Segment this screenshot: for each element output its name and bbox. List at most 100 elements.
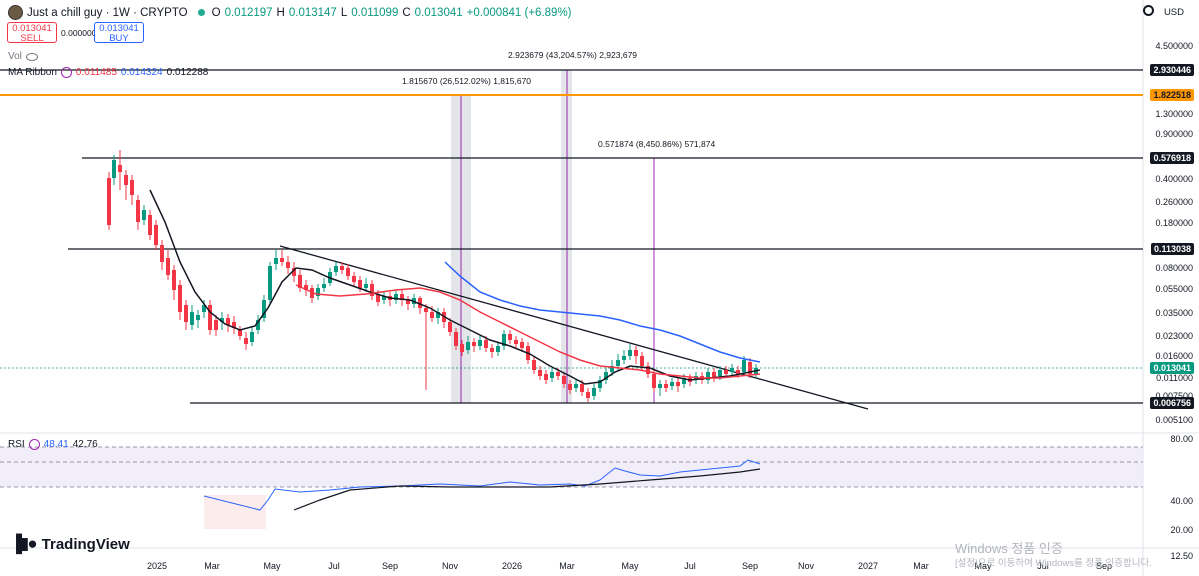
time-axis-label: Jul [328,561,340,571]
price-axis-tick: 0.035000 [1155,308,1193,318]
candle-body [496,346,500,352]
gear-icon[interactable] [1143,5,1154,16]
time-axis-label: Sep [381,561,399,571]
candle-body [238,330,242,336]
indicator-settings-icon[interactable] [60,67,72,78]
candle-body [478,340,482,346]
candle-body [292,268,296,276]
candle-body [214,320,218,330]
measure-label-1: 1.815670 (26,512.02%) 1,815,670 [402,76,532,86]
price-tag: 2.930446 [1150,64,1194,76]
price-axis-tick: 0.016000 [1155,351,1193,361]
volume-label: Vol [8,51,22,62]
time-axis-label: Jul [1037,561,1049,571]
candle-body [148,215,152,235]
candle-body [118,165,122,172]
time-axis-label: May [621,561,639,571]
price-tag: 0.113038 [1150,243,1194,255]
candle-body [646,366,650,374]
currency-label[interactable]: USD [1163,7,1184,18]
low-label: L [340,6,348,19]
candle-body [556,372,560,376]
time-axis-label: May [974,561,992,571]
time-axis-label: Mar [204,561,220,571]
candle-body [670,382,674,386]
price-tag: 1.822518 [1150,89,1194,101]
candle-body [160,245,164,262]
candle-body [562,376,566,384]
symbol-header: Just a chill guy · 1W · CRYPTO O 0.012197… [8,5,572,20]
candle-body [460,344,464,352]
measure-label-3: 0.571874 (8,450.86%) 571,874 [598,139,716,149]
candle-body [262,300,266,318]
candle-body [406,300,410,304]
buy-button[interactable]: 0.013041 BUY [94,22,144,44]
candle-body [340,266,344,270]
candle-body [107,178,111,225]
candle-body [184,305,188,322]
candle-body [448,322,452,332]
candle-body [520,342,524,348]
rsi-legend[interactable]: RSI 48.41 42.76 [8,439,98,450]
candle-body [466,342,470,350]
candle-body [226,318,230,325]
ma-ribbon-legend[interactable]: MA Ribbon 0.011485 0.014324 0.012288 [8,67,208,78]
candle-body [742,360,746,372]
price-axis-tick: 0.023000 [1155,331,1193,341]
candle-body [712,372,716,378]
sell-button[interactable]: 0.013041 SELL [7,22,57,44]
candle-body [352,276,356,282]
price-axis-tick: 0.005100 [1155,415,1193,425]
candle-body [208,305,212,330]
indicator-settings-icon[interactable] [28,439,40,450]
low-value: 0.011099 [351,6,399,19]
trendline [279,245,869,410]
eye-icon[interactable] [25,52,38,61]
candle-body [586,392,590,398]
change-value: +0.000841 (+6.89%) [466,6,572,19]
price-axis-tick: 0.080000 [1155,263,1193,273]
rsi-band [0,447,1143,487]
time-axis-label: Sep [741,561,759,571]
tradingview-logo-text: TradingView [41,535,130,553]
candle-body [400,294,404,300]
ma-ribbon-value-2: 0.014324 [120,67,163,78]
candle-body [304,285,308,290]
candle-body [748,362,752,374]
price-axis-tick: 0.007500 [1155,391,1193,401]
rsi-oversold-fill [204,495,266,529]
candle-body [580,384,584,392]
candle-body [676,382,680,386]
time-axis-label: 2025 [146,561,168,571]
price-axis-tick: 0.400000 [1155,174,1193,184]
candle-body [124,175,128,185]
price-tag: 0.013041 [1150,362,1194,374]
candle-body [244,338,248,344]
candle-body [550,372,554,378]
rsi-value-2: 42.76 [72,439,98,450]
candle-body [280,258,284,262]
time-axis-label: Mar [559,561,575,571]
open-value: 0.012197 [224,6,273,19]
candle-body [652,374,656,388]
candle-body [574,384,578,388]
time-axis-label: May [263,561,281,571]
candle-body [538,370,542,376]
candle-body [502,334,506,346]
candle-body [568,384,572,390]
candle-body [424,308,428,312]
candle-body [358,280,362,288]
rsi-axis-tick: 20.00 [1170,525,1193,535]
candle-body [730,368,734,372]
price-axis-tick: 1.300000 [1155,109,1193,119]
candle-body [154,225,158,245]
candle-body [628,350,632,356]
candle-body [346,268,350,276]
tradingview-logo[interactable]: ▐▮● TradingView [10,534,130,554]
symbol-title[interactable]: Just a chill guy · 1W · CRYPTO [27,6,188,19]
candle-body [718,370,722,376]
rsi-label: RSI [8,439,25,450]
candle-body [364,284,368,288]
volume-legend[interactable]: Vol [8,51,38,62]
